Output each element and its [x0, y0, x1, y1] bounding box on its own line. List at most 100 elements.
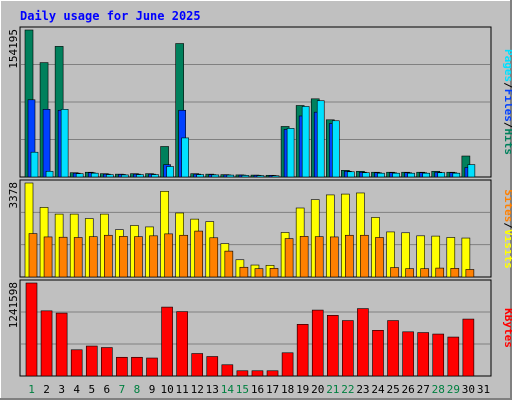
- plot-area-visits-sites: [19, 179, 492, 278]
- pages-bar: [181, 137, 189, 178]
- sites-bar: [149, 235, 158, 278]
- pages-bar: [301, 106, 310, 178]
- sites-bar: [405, 268, 414, 278]
- x-tick-label: 30: [462, 383, 475, 396]
- x-tick-label: 2: [43, 383, 50, 396]
- pages-bar: [271, 175, 280, 178]
- x-tick-label: 26: [402, 383, 415, 396]
- legend-hits-files-pages: Pages/Files/Hits: [502, 49, 512, 155]
- kbytes-bar: [311, 309, 324, 377]
- sites-bar: [58, 236, 68, 278]
- sites-bar: [104, 234, 113, 278]
- chart-title: Daily usage for June 2025: [20, 9, 201, 23]
- x-tick-label: 4: [73, 383, 80, 396]
- pages-bar: [407, 172, 415, 178]
- x-tick-label: 24: [371, 383, 385, 396]
- sites-bar: [345, 234, 354, 278]
- pages-bar: [331, 120, 340, 178]
- legend-visits-sites: Sites/Visits: [502, 189, 512, 269]
- pages-bar: [30, 151, 39, 178]
- x-tick-label: 28: [432, 383, 445, 396]
- sites-bar: [134, 236, 143, 278]
- kbytes-bar: [266, 370, 279, 377]
- legend-entry-visits: Visits: [502, 229, 512, 269]
- y-max-label-hits-files-pages: 154195: [7, 29, 20, 69]
- x-axis-labels: 1 2 3 4 5 6 7 8 9 10 11 12 13 14 15 16 17 18 19 20 21 22 23 24 2…: [28, 383, 490, 396]
- kbytes-bar: [236, 370, 249, 377]
- pages-bar: [362, 172, 370, 178]
- x-tick-label: 20: [311, 383, 324, 396]
- kbytes-bar: [55, 312, 68, 377]
- kbytes-bar: [161, 306, 173, 377]
- legend-entry-sites: Sites: [502, 189, 512, 222]
- sites-bar: [239, 266, 249, 278]
- kbytes-bar: [131, 356, 143, 377]
- sites-bar: [284, 238, 294, 278]
- kbytes-bar: [176, 311, 188, 377]
- x-tick-label: 31: [477, 383, 490, 396]
- sites-bar: [375, 237, 384, 278]
- kbytes-bar: [402, 331, 414, 377]
- x-tick-label: 10: [160, 383, 173, 396]
- kbytes-bar: [116, 356, 128, 377]
- x-tick-label: 19: [296, 383, 309, 396]
- panel-kbytes: 1241598 KBytes: [7, 279, 512, 377]
- pages-bar: [75, 173, 84, 178]
- panel-visits-sites: 3378 Sites/Visits: [7, 179, 512, 278]
- kbytes-bar: [101, 347, 113, 377]
- x-tick-label: 22: [341, 383, 354, 396]
- kbytes-bar: [357, 308, 369, 377]
- kbytes-bar: [296, 324, 309, 377]
- x-tick-label: 6: [104, 383, 111, 396]
- pages-bar: [452, 172, 461, 178]
- pages-bar: [392, 172, 400, 178]
- sites-bar: [119, 236, 128, 278]
- files-bar: [42, 109, 51, 178]
- kbytes-bar: [191, 353, 204, 377]
- kbytes-bar: [206, 356, 219, 377]
- x-tick-label: 9: [149, 383, 156, 396]
- x-tick-label: 23: [356, 383, 369, 396]
- sites-bar: [194, 230, 204, 278]
- sites-bar: [179, 234, 188, 278]
- x-tick-label: 29: [447, 383, 460, 396]
- pages-bar: [45, 170, 54, 178]
- pages-bar: [347, 171, 355, 178]
- kbytes-bar: [326, 315, 339, 377]
- pages-bar: [166, 166, 174, 178]
- pages-bar: [422, 172, 430, 178]
- sites-bar: [420, 268, 429, 278]
- kbytes-bar: [432, 333, 445, 377]
- kbytes-bar: [146, 357, 158, 377]
- legend-separator: /: [502, 122, 512, 129]
- sites-bar: [28, 233, 38, 278]
- pages-bar: [90, 172, 99, 178]
- kbytes-bar: [40, 310, 53, 377]
- x-tick-label: 12: [191, 383, 204, 396]
- sites-bar: [88, 236, 98, 278]
- legend-entry-files: Files: [502, 89, 512, 122]
- legend-separator: /: [502, 222, 512, 229]
- kbytes-bar: [25, 282, 38, 377]
- x-tick-label: 16: [251, 383, 264, 396]
- pages-bar: [121, 174, 129, 178]
- pages-bar: [467, 164, 476, 178]
- sites-bar: [450, 268, 460, 278]
- x-tick-label: 13: [206, 383, 219, 396]
- pages-bar: [316, 100, 325, 178]
- kbytes-bar: [70, 349, 83, 377]
- sites-bar: [329, 236, 339, 278]
- x-tick-label: 18: [281, 383, 294, 396]
- pages-bar: [151, 174, 159, 178]
- kbytes-bar: [342, 320, 354, 377]
- sites-bar: [299, 236, 309, 278]
- sites-bar: [435, 267, 445, 278]
- sites-bar: [73, 237, 83, 278]
- pages-bar: [377, 172, 385, 178]
- kbytes-bar: [221, 364, 234, 377]
- sites-bar: [390, 267, 399, 278]
- kbytes-bar: [417, 332, 429, 377]
- pages-bar: [226, 174, 235, 178]
- sites-bar: [164, 233, 173, 278]
